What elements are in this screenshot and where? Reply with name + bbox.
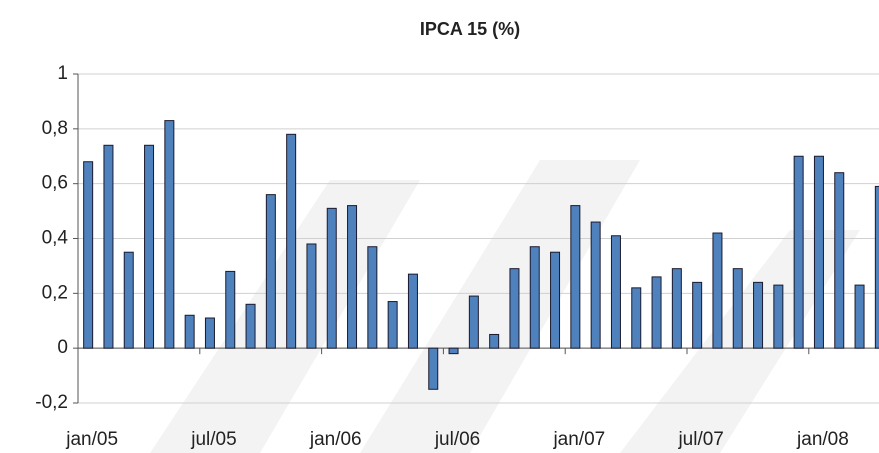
- bar: [448, 347, 459, 355]
- bar: [144, 144, 155, 349]
- bar: [732, 268, 743, 349]
- bar: [854, 284, 865, 349]
- bar: [83, 161, 94, 349]
- bar: [225, 270, 236, 349]
- y-tick-label: 0: [57, 337, 68, 358]
- chart-title: IPCA 15 (%): [420, 19, 520, 39]
- y-tick-label: 0,4: [42, 228, 69, 249]
- bar: [692, 281, 703, 349]
- bar: [468, 295, 479, 349]
- bar: [347, 205, 358, 349]
- bar: [793, 155, 804, 349]
- bar: [712, 232, 723, 349]
- bar: [570, 205, 581, 349]
- y-tick-label: 0,8: [42, 118, 68, 139]
- bar: [184, 314, 195, 349]
- bar: [773, 284, 784, 349]
- y-tick-label: 0,2: [42, 282, 68, 303]
- bar: [164, 120, 175, 349]
- bar: [103, 144, 114, 349]
- y-tick-label: -0,2: [35, 392, 68, 413]
- x-tick-label: jan/05: [65, 429, 118, 450]
- bar: [286, 133, 297, 349]
- bar: [671, 268, 682, 349]
- bar: [204, 317, 215, 349]
- bar: [123, 251, 134, 349]
- bar: [590, 221, 601, 349]
- bar: [265, 194, 276, 349]
- bar: [407, 273, 418, 349]
- bar: [610, 235, 621, 349]
- x-tick-label: jul/07: [677, 429, 723, 450]
- bar: [529, 246, 540, 349]
- bar: [245, 303, 256, 349]
- bar: [428, 347, 439, 390]
- y-tick-label: 0,6: [42, 173, 68, 194]
- y-tick-label: 1: [57, 63, 68, 84]
- x-tick-label: jan/08: [796, 429, 849, 450]
- bar: [834, 172, 845, 349]
- bar: [387, 301, 398, 349]
- bar: [367, 246, 378, 349]
- x-tick-label: jul/06: [434, 429, 480, 450]
- x-tick-label: jan/07: [552, 429, 605, 450]
- bar: [550, 251, 561, 349]
- bar: [813, 155, 824, 349]
- bar: [509, 268, 520, 349]
- bar: [631, 287, 642, 349]
- bar: [326, 207, 337, 349]
- x-tick-label: jan/06: [309, 429, 362, 450]
- bar: [651, 276, 662, 349]
- bar: [489, 333, 500, 349]
- bar: [306, 243, 317, 349]
- bar: [874, 185, 879, 349]
- bar: [753, 281, 764, 349]
- x-tick-label: jul/05: [190, 429, 236, 450]
